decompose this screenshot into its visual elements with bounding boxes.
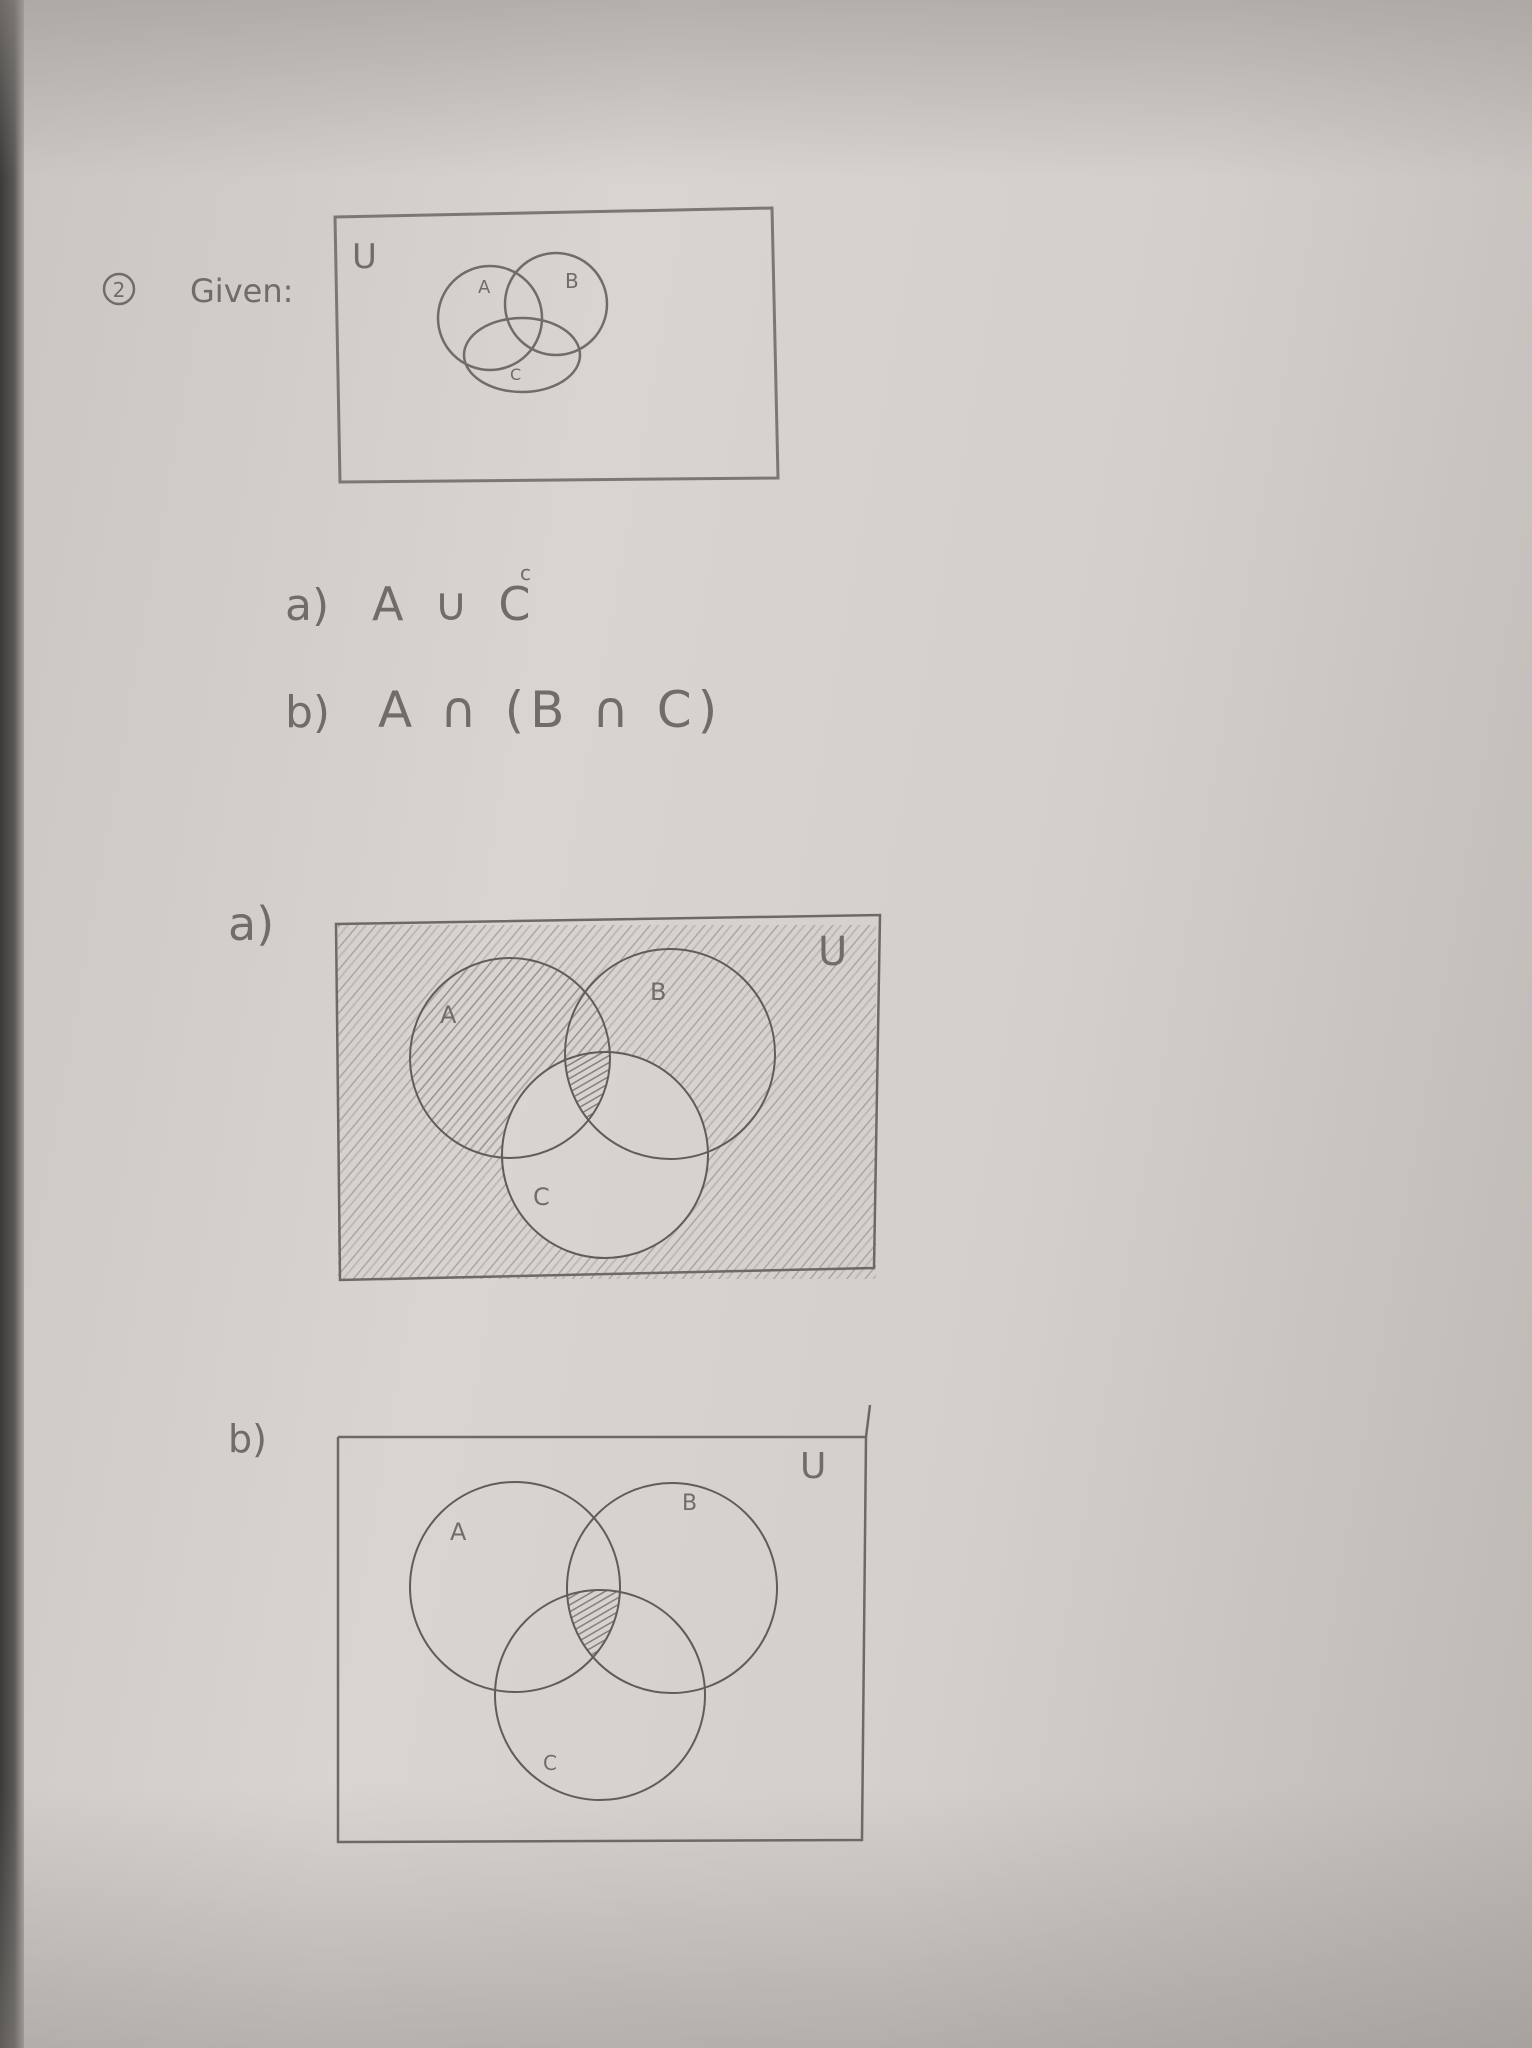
given-universe-rect [333, 206, 780, 484]
answer-a-label-b: B [650, 978, 666, 1006]
given-label: Given: [190, 272, 293, 310]
given-circle-c [462, 316, 582, 394]
paper-edge-shadow [0, 0, 24, 2048]
answer-b-label-b: B [682, 1491, 697, 1516]
answer-a-shading-a-region [410, 958, 610, 1158]
answer-a-universe-label: U [818, 929, 847, 975]
answer-b-universe-label: U [800, 1446, 826, 1487]
top-shadow [0, 0, 1532, 180]
answer-a-label-a: A [440, 1001, 457, 1029]
answer-a-shading-outside-c [338, 925, 876, 1279]
answer-b-venn-diagram: U A B C [336, 1404, 872, 1844]
answer-a-venn-diagram: U A B C [334, 913, 882, 1282]
problem-number-text: 2 [113, 278, 126, 302]
answer-b-universe-rect [336, 1404, 872, 1844]
problem-number: 2 [102, 272, 136, 306]
given-label-b: B [565, 269, 579, 293]
question-a-label: a) [285, 580, 329, 631]
answer-a-label: a) [228, 897, 274, 951]
question-b-expression: A ∩ (B ∩ C) [378, 681, 723, 739]
answer-a-circle-b [564, 948, 776, 1160]
given-label-c: C [510, 365, 521, 384]
question-b: b) A ∩ (B ∩ C) [285, 681, 723, 739]
given-circle-a [436, 264, 544, 372]
answer-b-circle-b [566, 1482, 778, 1694]
answer-a-circle-c [501, 1051, 709, 1259]
given-venn-diagram: U A B C [333, 206, 780, 484]
answer-b-circle-c [494, 1589, 706, 1801]
answer-b-label: b) [228, 1417, 267, 1461]
bottom-shadow [0, 1788, 1532, 2048]
answer-b-shading-abc [567, 1590, 620, 1692]
question-a-expression: A ∪ C [372, 577, 539, 631]
answer-b-circle-a [409, 1481, 621, 1693]
question-a: a) A ∪ C c [285, 561, 539, 631]
answer-a-label-c: C [533, 1183, 550, 1211]
answer-a-universe-rect [334, 913, 882, 1282]
given-label-a: A [478, 277, 491, 298]
answer-a-circle-a [409, 957, 611, 1159]
answer-b-label-a: A [450, 1518, 467, 1546]
answer-b-label-c: C [543, 1751, 557, 1775]
question-b-label: b) [285, 687, 330, 738]
given-universe-label: U [352, 237, 377, 277]
question-a-superscript: c [520, 561, 531, 585]
given-circle-b [503, 251, 609, 357]
